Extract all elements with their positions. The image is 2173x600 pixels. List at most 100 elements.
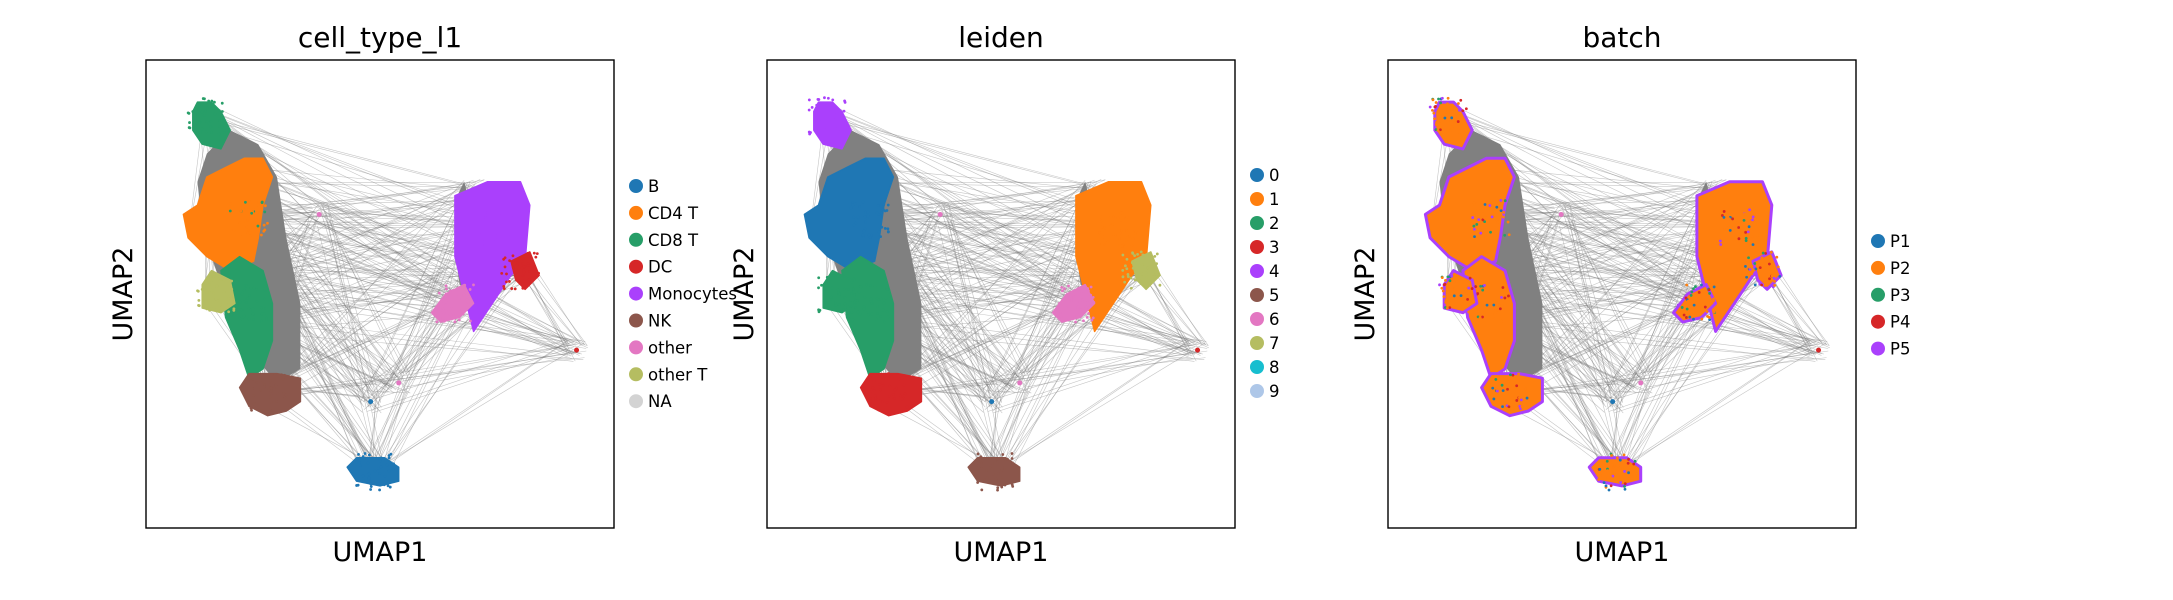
cluster-nk xyxy=(1480,372,1544,418)
outlier-points xyxy=(316,211,580,405)
cluster-cd8low xyxy=(841,255,895,379)
legend-label: other T xyxy=(648,365,708,384)
legend-marker xyxy=(1250,336,1264,350)
outlier-points xyxy=(937,211,1201,405)
x-axis-label: UMAP1 xyxy=(333,537,428,568)
legend-marker xyxy=(629,286,643,301)
legend-label: 8 xyxy=(1269,358,1280,377)
legend-label: NK xyxy=(648,312,672,331)
legend-item: 2 xyxy=(1250,214,1280,233)
legend-marker xyxy=(629,179,643,193)
cluster-points xyxy=(868,372,909,412)
cluster-cd8top xyxy=(192,101,231,150)
legend-marker xyxy=(1250,264,1264,278)
legend-marker xyxy=(629,205,643,220)
axes-frame xyxy=(766,59,1236,529)
cluster-cd4 xyxy=(803,157,895,272)
cluster-points xyxy=(476,210,517,249)
cluster-points xyxy=(434,283,475,324)
legend-marker xyxy=(1250,216,1264,230)
legend-marker xyxy=(1250,168,1264,182)
umap-panel-1: cell_type_l1 UMAP1 UMAP2 B CD4 T CD8 T DC Monoc… xyxy=(108,21,737,568)
legend: P1 P2 P3 P4 P5 xyxy=(1871,232,1910,359)
cluster-points xyxy=(1438,274,1478,314)
panel-title: leiden xyxy=(958,21,1044,54)
cluster-nk xyxy=(238,372,302,417)
legend-label: P2 xyxy=(1890,259,1910,278)
y-axis-label: UMAP2 xyxy=(1350,247,1381,342)
cluster-points xyxy=(976,452,1016,492)
outlier-points xyxy=(1558,211,1822,405)
cluster-points xyxy=(1055,284,1096,324)
legend-label: 9 xyxy=(1269,382,1280,401)
cluster-cd4 xyxy=(182,157,274,272)
cluster-points xyxy=(186,97,226,136)
cluster-b xyxy=(346,457,400,487)
cluster-points xyxy=(1676,283,1717,321)
cluster-points xyxy=(1097,211,1138,248)
legend-item: Monocytes xyxy=(629,285,737,304)
legend-item: P5 xyxy=(1871,340,1910,359)
panel-title: batch xyxy=(1582,21,1661,54)
legend-item: 0 xyxy=(1250,166,1280,185)
cluster-points xyxy=(228,199,269,239)
axes-frame xyxy=(145,59,615,529)
cluster-points xyxy=(1742,250,1782,289)
legend: B CD4 T CD8 T DC Monocytes NK other other T NA xyxy=(629,177,737,411)
legend-item: 1 xyxy=(1250,190,1280,209)
legend-label: 0 xyxy=(1269,166,1280,185)
cluster-mono xyxy=(454,180,531,333)
cluster-cd8top xyxy=(813,101,852,150)
legend-label: 5 xyxy=(1269,286,1280,305)
legend-label: other xyxy=(648,338,692,357)
cluster-points xyxy=(1489,372,1529,410)
cluster-points xyxy=(1718,208,1759,247)
legend-label: P5 xyxy=(1890,340,1910,359)
legend-item: 5 xyxy=(1250,286,1280,305)
legend-label: 3 xyxy=(1269,238,1280,257)
cluster-points xyxy=(1470,284,1510,323)
cluster-cd8low xyxy=(1461,255,1516,380)
legend-label: 2 xyxy=(1269,214,1280,233)
legend-marker xyxy=(629,367,643,382)
panel-title: cell_type_l1 xyxy=(298,21,462,54)
legend-marker xyxy=(629,394,643,409)
legend-item: 3 xyxy=(1250,238,1280,257)
legend-label: 4 xyxy=(1269,262,1280,281)
cluster-cd8low xyxy=(220,255,274,379)
legend-item: DC xyxy=(629,258,672,277)
cluster-cd4 xyxy=(1423,156,1516,273)
umap-panel-3: batch UMAP1 UMAP2 P1 P2 P3 P4 P5 xyxy=(1350,21,1910,568)
legend-item: NA xyxy=(629,392,672,411)
legend-item: B xyxy=(629,177,659,196)
legend-item: CD8 T xyxy=(629,231,699,250)
legend-label: CD4 T xyxy=(648,204,699,223)
legend-marker xyxy=(629,259,643,274)
legend-item: 6 xyxy=(1250,310,1280,329)
legend-marker xyxy=(629,232,643,247)
legend-item: P4 xyxy=(1871,313,1910,332)
legend-marker xyxy=(629,340,643,355)
legend-item: NK xyxy=(629,312,672,331)
legend-label: 7 xyxy=(1269,334,1280,353)
y-axis-label: UMAP2 xyxy=(108,247,139,342)
legend: 0 1 2 3 4 5 6 7 8 9 xyxy=(1250,166,1280,401)
cluster-monoL xyxy=(1672,283,1718,324)
cluster-points xyxy=(807,96,848,137)
legend-label: DC xyxy=(648,258,672,277)
legend-marker xyxy=(1250,288,1264,302)
cluster-points xyxy=(500,251,541,291)
legend-item: P3 xyxy=(1871,286,1910,305)
legend-label: B xyxy=(648,177,659,196)
legend-marker xyxy=(1250,384,1264,398)
cluster-points xyxy=(247,373,288,412)
legend-item: 9 xyxy=(1250,382,1280,401)
cluster-mono xyxy=(1075,180,1152,333)
cluster-points xyxy=(1121,250,1162,290)
legend-item: P1 xyxy=(1871,232,1910,251)
y-axis-label: UMAP2 xyxy=(729,247,760,342)
legend-item: other T xyxy=(629,365,708,384)
legend-marker xyxy=(1871,260,1885,275)
x-axis-label: UMAP1 xyxy=(1575,537,1670,568)
